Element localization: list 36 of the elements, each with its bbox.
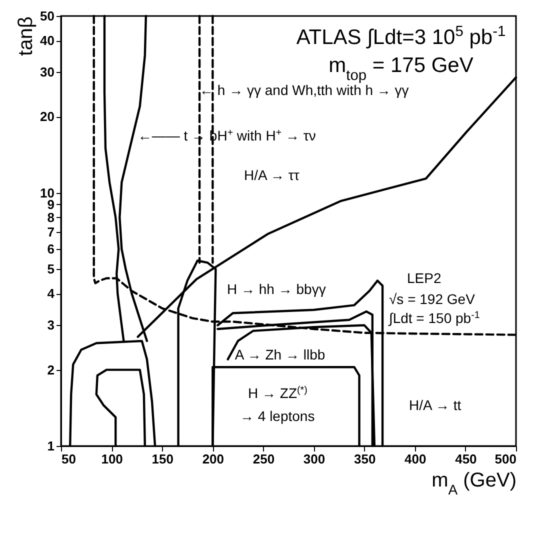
annotation: √s = 192 GeV xyxy=(389,291,476,307)
y-tick-label: 8 xyxy=(47,210,54,225)
x-tick-label: 250 xyxy=(252,452,275,466)
y-axis-title: tanβ xyxy=(15,16,38,56)
y-tick-label: 7 xyxy=(47,224,54,240)
text: m$_{top}$ = 175 GeV xyxy=(328,54,474,84)
y-tick-label: 4 xyxy=(47,286,56,302)
x-tick-label: 450 xyxy=(455,452,477,466)
annotation: H/A → ττ xyxy=(244,167,300,183)
annotation: ← h → γγ and Wh,tth with h → γγ xyxy=(200,82,409,98)
annotation: LEP2 xyxy=(407,270,442,286)
x-tick-label: 350 xyxy=(354,452,376,466)
y-tick-label: 1 xyxy=(47,438,54,454)
x-tick-label: 200 xyxy=(202,452,224,466)
y-tick-label: 30 xyxy=(40,64,54,80)
y-tick-label: 20 xyxy=(40,109,54,124)
y-tick-label: 2 xyxy=(47,362,54,378)
annotation: H → hh → bbγγ xyxy=(227,281,326,297)
annotation: → 4 leptons xyxy=(240,408,315,424)
x-tick-label: 50 xyxy=(62,452,76,466)
x-tick-label: 300 xyxy=(303,452,326,466)
x-tick-label: 500 xyxy=(494,452,516,466)
annotation: H → ZZ$^{(*)}$ xyxy=(248,384,308,401)
y-tick-label: 5 xyxy=(47,262,54,277)
y-tick-label: 50 xyxy=(40,8,54,24)
x-tick-label: 100 xyxy=(101,452,123,466)
y-tick-label: 6 xyxy=(47,242,54,257)
chart-title: ATLAS ∫Ldt=3 10$^{5}$ pb$^{-1}$ xyxy=(296,24,506,49)
y-tick-label: 3 xyxy=(47,318,54,333)
annotation: A → Zh → llbb xyxy=(234,346,326,362)
x-tick-label: 400 xyxy=(404,452,426,466)
x-axis-title: m$_{A}$ (GeV) xyxy=(432,470,516,498)
y-tick-label: 40 xyxy=(40,33,54,48)
annotation: ∫Ldt = 150 pb$^{-1}$ xyxy=(388,310,480,326)
x-tick-label: 150 xyxy=(152,452,174,466)
annotation: H/A → tt xyxy=(409,397,462,413)
